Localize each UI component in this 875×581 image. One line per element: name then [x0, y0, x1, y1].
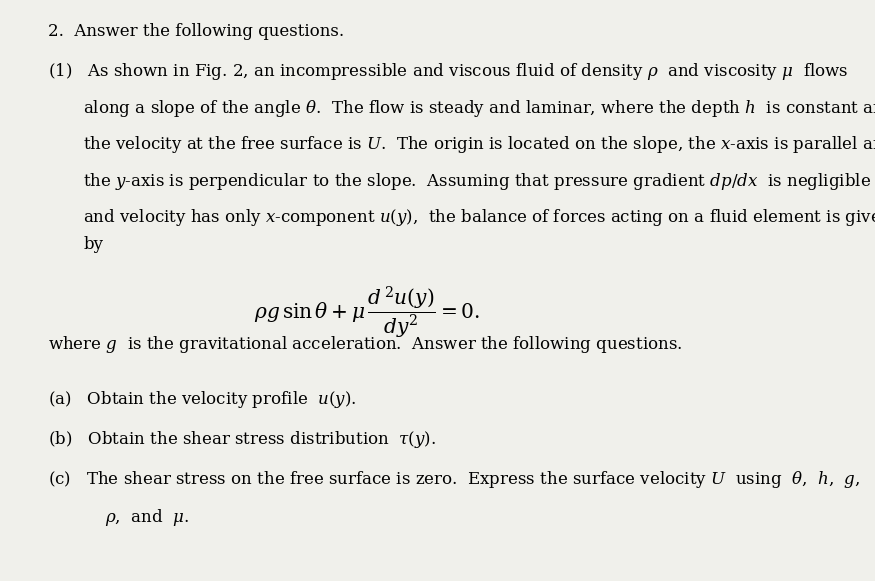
- Text: (c)   The shear stress on the free surface is zero.  Express the surface velocit: (c) The shear stress on the free surface…: [48, 469, 860, 490]
- Text: where $g$  is the gravitational acceleration.  Answer the following questions.: where $g$ is the gravitational accelerat…: [48, 334, 682, 355]
- Text: (1)   As shown in Fig. 2, an incompressible and viscous fluid of density $\rho$ : (1) As shown in Fig. 2, an incompressibl…: [48, 61, 849, 82]
- Text: (a)   Obtain the velocity profile  $u(y)$.: (a) Obtain the velocity profile $u(y)$.: [48, 389, 357, 410]
- Text: by: by: [83, 236, 103, 253]
- Text: along a slope of the angle $\theta$.  The flow is steady and laminar, where the : along a slope of the angle $\theta$. The…: [83, 98, 875, 119]
- Text: the $y$-axis is perpendicular to the slope.  Assuming that pressure gradient $dp: the $y$-axis is perpendicular to the slo…: [83, 171, 872, 192]
- Text: and velocity has only $x$-component $u(y)$,  the balance of forces acting on a f: and velocity has only $x$-component $u(y…: [83, 207, 875, 228]
- Text: (b)   Obtain the shear stress distribution  $\tau(y)$.: (b) Obtain the shear stress distribution…: [48, 429, 437, 450]
- Text: the velocity at the free surface is $U$.  The origin is located on the slope, th: the velocity at the free surface is $U$.…: [83, 134, 875, 155]
- Text: $\rho g\,\sin\theta + \mu\,\dfrac{d^{\,2}u(y)}{dy^2} = 0.$: $\rho g\,\sin\theta + \mu\,\dfrac{d^{\,2…: [255, 285, 480, 340]
- Text: $\rho$,  and  $\mu$.: $\rho$, and $\mu$.: [105, 507, 189, 528]
- Text: 2.  Answer the following questions.: 2. Answer the following questions.: [48, 23, 344, 40]
